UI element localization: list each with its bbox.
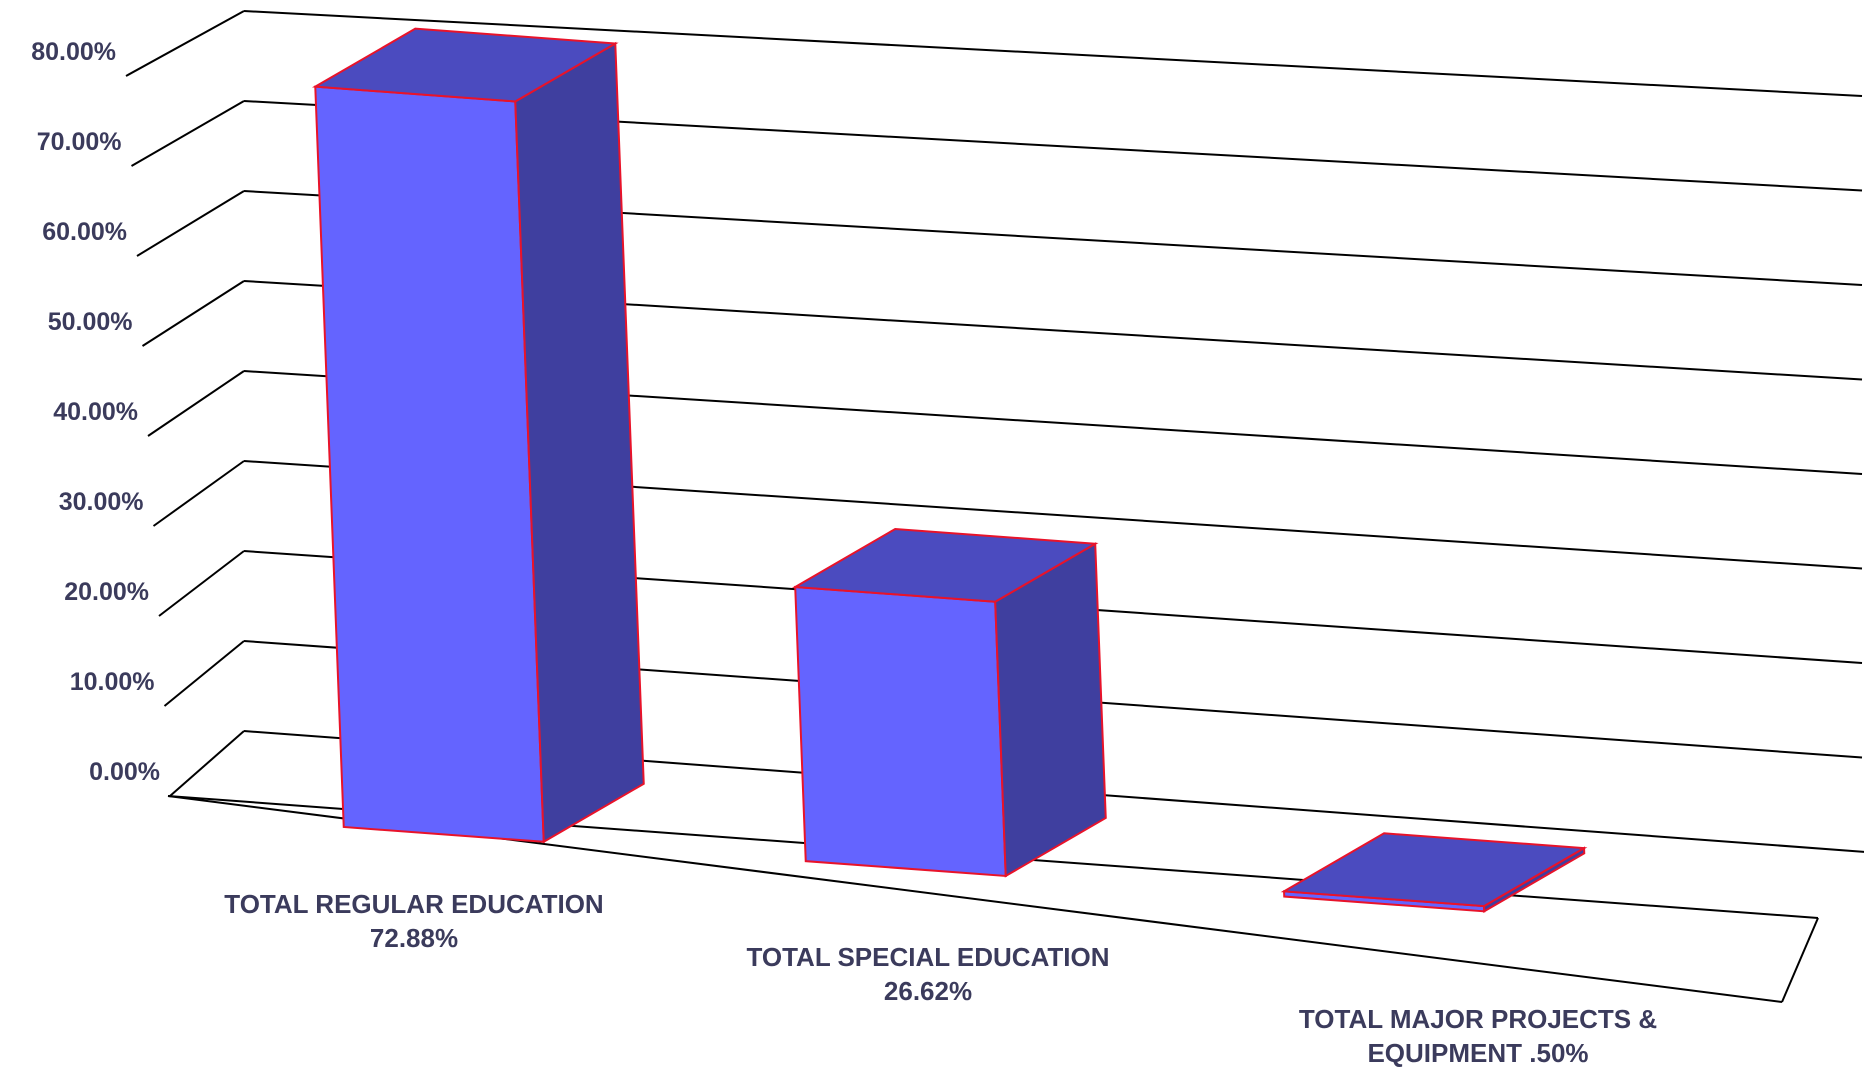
y-tick-label: 60.00% bbox=[42, 218, 127, 246]
gridline-side-6 bbox=[136, 190, 245, 257]
category-label-1: TOTAL REGULAR EDUCATION 72.88% bbox=[224, 889, 603, 953]
gridline-side-0 bbox=[169, 730, 245, 797]
bar-top-face bbox=[1280, 832, 1588, 908]
gridline-side-5 bbox=[141, 280, 245, 347]
y-axis-tick-labels: 0.00% 10.00% 20.00% 30.00% 40.00% 50.00% 60.00… bbox=[31, 38, 160, 786]
bars bbox=[311, 27, 1588, 914]
y-tick-label: 70.00% bbox=[37, 128, 122, 156]
category-label-3: TOTAL MAJOR PROJECTS & EQUIPMENT .50% bbox=[1299, 1004, 1657, 1068]
y-tick-label: 10.00% bbox=[70, 668, 155, 696]
bar-top-face bbox=[791, 527, 1099, 603]
bar-side-face bbox=[994, 542, 1107, 878]
y-tick-label: 80.00% bbox=[31, 38, 116, 66]
bar-front-face bbox=[794, 585, 1007, 878]
gridline-side-1 bbox=[163, 640, 245, 707]
category-label-2: TOTAL SPECIAL EDUCATION 26.62% bbox=[746, 942, 1109, 1006]
y-tick-label: 50.00% bbox=[48, 308, 133, 336]
y-tick-label: 30.00% bbox=[59, 488, 144, 516]
gridline-side-8 bbox=[125, 10, 245, 77]
y-tick-label: 0.00% bbox=[89, 758, 160, 786]
gridline-side-7 bbox=[130, 100, 245, 167]
gridline-back-8 bbox=[243, 10, 1863, 97]
bar-2 bbox=[791, 527, 1107, 878]
bar-front-face bbox=[314, 85, 545, 843]
bar-top-face bbox=[311, 27, 619, 103]
y-tick-label: 40.00% bbox=[53, 398, 138, 426]
category-labels: TOTAL REGULAR EDUCATION 72.88% TOTAL SPECI… bbox=[224, 889, 1657, 1068]
floor-right-edge bbox=[1781, 917, 1819, 1003]
y-tick-label: 20.00% bbox=[64, 578, 149, 606]
gridline-side-3 bbox=[152, 460, 245, 527]
gridline-side-2 bbox=[158, 550, 245, 617]
gridline-side-4 bbox=[147, 370, 245, 437]
bar-3 bbox=[1280, 832, 1588, 914]
bar-1 bbox=[311, 27, 645, 844]
